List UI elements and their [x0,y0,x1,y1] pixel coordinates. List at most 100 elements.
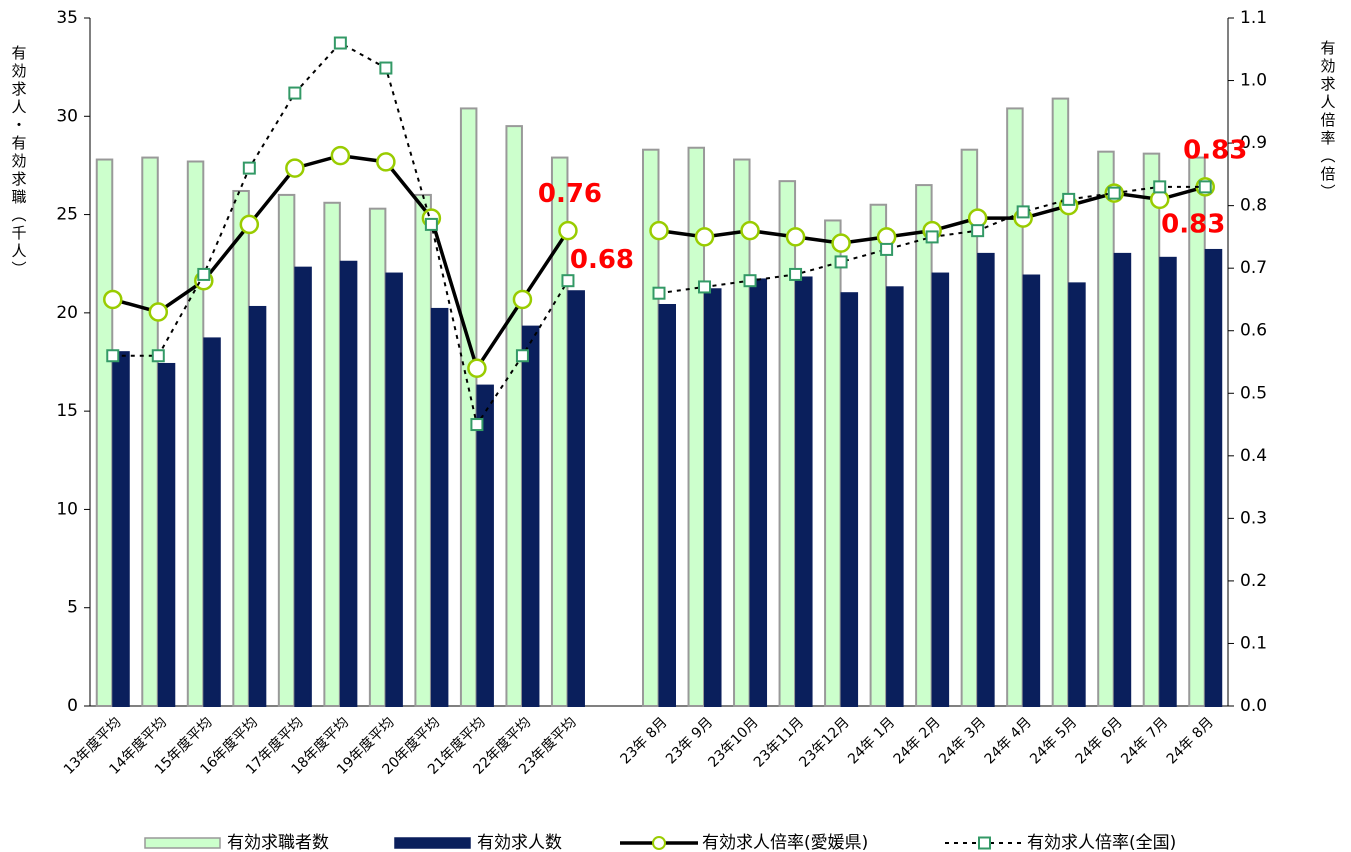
bar [476,384,494,707]
bar [112,351,130,707]
bar [778,180,797,707]
value-label: 0.83 [1183,135,1247,165]
bar [931,272,950,707]
x-tick-label: 24年 6月 [1073,714,1126,767]
marker [288,86,302,100]
y2-tick-label: 0.8 [1240,196,1267,216]
marker [333,36,347,50]
y2-tick-label: 0.4 [1240,446,1267,466]
value-label: 0.68 [570,245,634,275]
bar [186,160,205,708]
bar [704,288,722,707]
bar [567,290,585,707]
bar [1022,274,1041,707]
bar [1113,252,1132,707]
marker [376,152,396,172]
x-tick-label: 24年 7月 [1118,714,1171,767]
legend-swatch [144,837,221,849]
legend-swatch [394,837,471,849]
y-tick-label: 5 [67,598,78,618]
bar [385,272,403,707]
y2-tick-label: 0.3 [1240,508,1267,528]
legend-label: 有効求職者数 [227,833,329,852]
bar [430,307,449,707]
marker [876,227,897,247]
bar [505,125,523,708]
marker [330,145,351,166]
marker [698,280,712,294]
x-tick-label: 23年 8月 [618,714,671,767]
marker [649,220,669,241]
marker [1153,180,1167,194]
y2-tick-label: 0.0 [1240,696,1267,716]
marker [558,220,578,241]
value-label: 0.83 [1161,209,1225,239]
y2-tick-label: 0.1 [1240,633,1267,653]
marker [694,227,715,247]
y2-axis-title: 有効求人倍率（倍） [1319,40,1337,202]
bar [886,286,904,707]
marker [148,302,169,322]
marker [1016,205,1030,219]
y-tick-label: 10 [56,499,78,519]
marker [1107,186,1121,200]
y-tick-label: 0 [67,696,78,716]
marker [785,227,806,247]
marker [103,289,123,310]
bar [1159,256,1177,707]
marker [880,242,894,256]
marker [1198,180,1212,194]
marker [379,61,393,75]
marker [561,274,575,288]
bar [414,193,432,708]
marker [740,220,760,241]
bar [1097,150,1115,707]
marker [1062,192,1076,206]
bar [323,201,341,708]
marker [967,208,988,228]
marker [512,289,533,310]
bar [521,325,540,707]
bar [733,158,751,707]
marker [1149,189,1170,210]
y-tick-label: 30 [56,106,78,126]
y-tick-label: 15 [56,401,78,421]
bar [459,107,478,708]
marker [197,267,211,281]
legend-marker [652,836,666,850]
bar [1006,107,1024,708]
marker [834,255,848,269]
y2-tick-label: 0.7 [1240,258,1267,278]
y2-tick-label: 0.6 [1240,321,1267,341]
x-tick-label: 24年 2月 [891,714,944,767]
marker [239,214,260,235]
y2-tick-label: 0.2 [1240,571,1267,591]
bar [1051,97,1070,707]
bar [277,193,296,708]
x-tick-label: 24年 1月 [845,714,898,767]
bar [203,337,221,707]
marker [106,349,120,363]
bar [977,252,995,707]
bar [95,158,114,707]
marker [971,224,985,238]
x-tick-label: 24年 8月 [1164,714,1217,767]
bar [141,156,159,707]
marker [743,274,757,288]
marker [285,158,305,178]
y-tick-label: 25 [56,205,78,225]
bar [795,276,813,707]
bar [339,260,358,707]
bar [915,184,933,708]
bar [1188,156,1206,707]
bar [1068,282,1086,707]
bar [248,305,267,707]
bar [232,189,250,708]
marker [242,161,256,175]
bar [658,303,676,707]
marker [470,418,484,432]
marker [467,358,487,379]
marker [925,230,939,244]
legend-label: 有効求人倍率(全国) [1027,833,1176,852]
